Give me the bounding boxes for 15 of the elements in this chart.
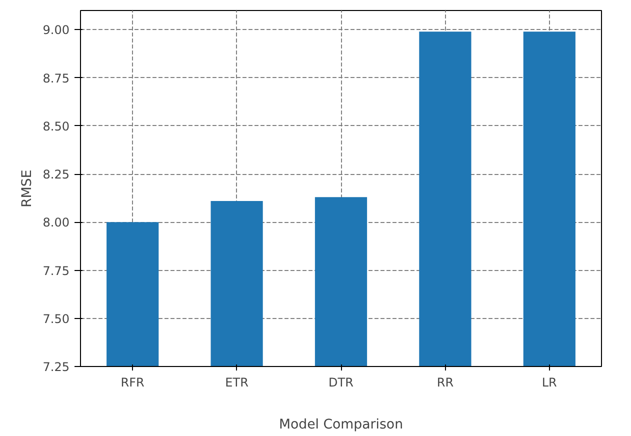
x-tick-label: RR <box>436 376 454 390</box>
y-tick-label: 7.50 <box>42 312 70 326</box>
x-tick-label: DTR <box>328 376 354 390</box>
y-tick-label: 8.00 <box>42 216 70 230</box>
y-tick-label: 8.75 <box>42 71 70 86</box>
y-tick-label: 9.00 <box>42 23 70 38</box>
y-tick-label: 8.25 <box>42 168 70 182</box>
y-tick-label: 7.75 <box>42 264 70 278</box>
y-axis-title: RMSE <box>20 170 35 208</box>
x-axis-title: Model Comparison <box>278 418 404 432</box>
x-tick-label: ETR <box>225 376 248 390</box>
x-tick-label: LR <box>542 376 557 390</box>
y-tick-label: 7.25 <box>42 360 70 374</box>
y-tick-label: 8.50 <box>42 119 70 134</box>
x-tick-label: RFR <box>120 376 144 390</box>
